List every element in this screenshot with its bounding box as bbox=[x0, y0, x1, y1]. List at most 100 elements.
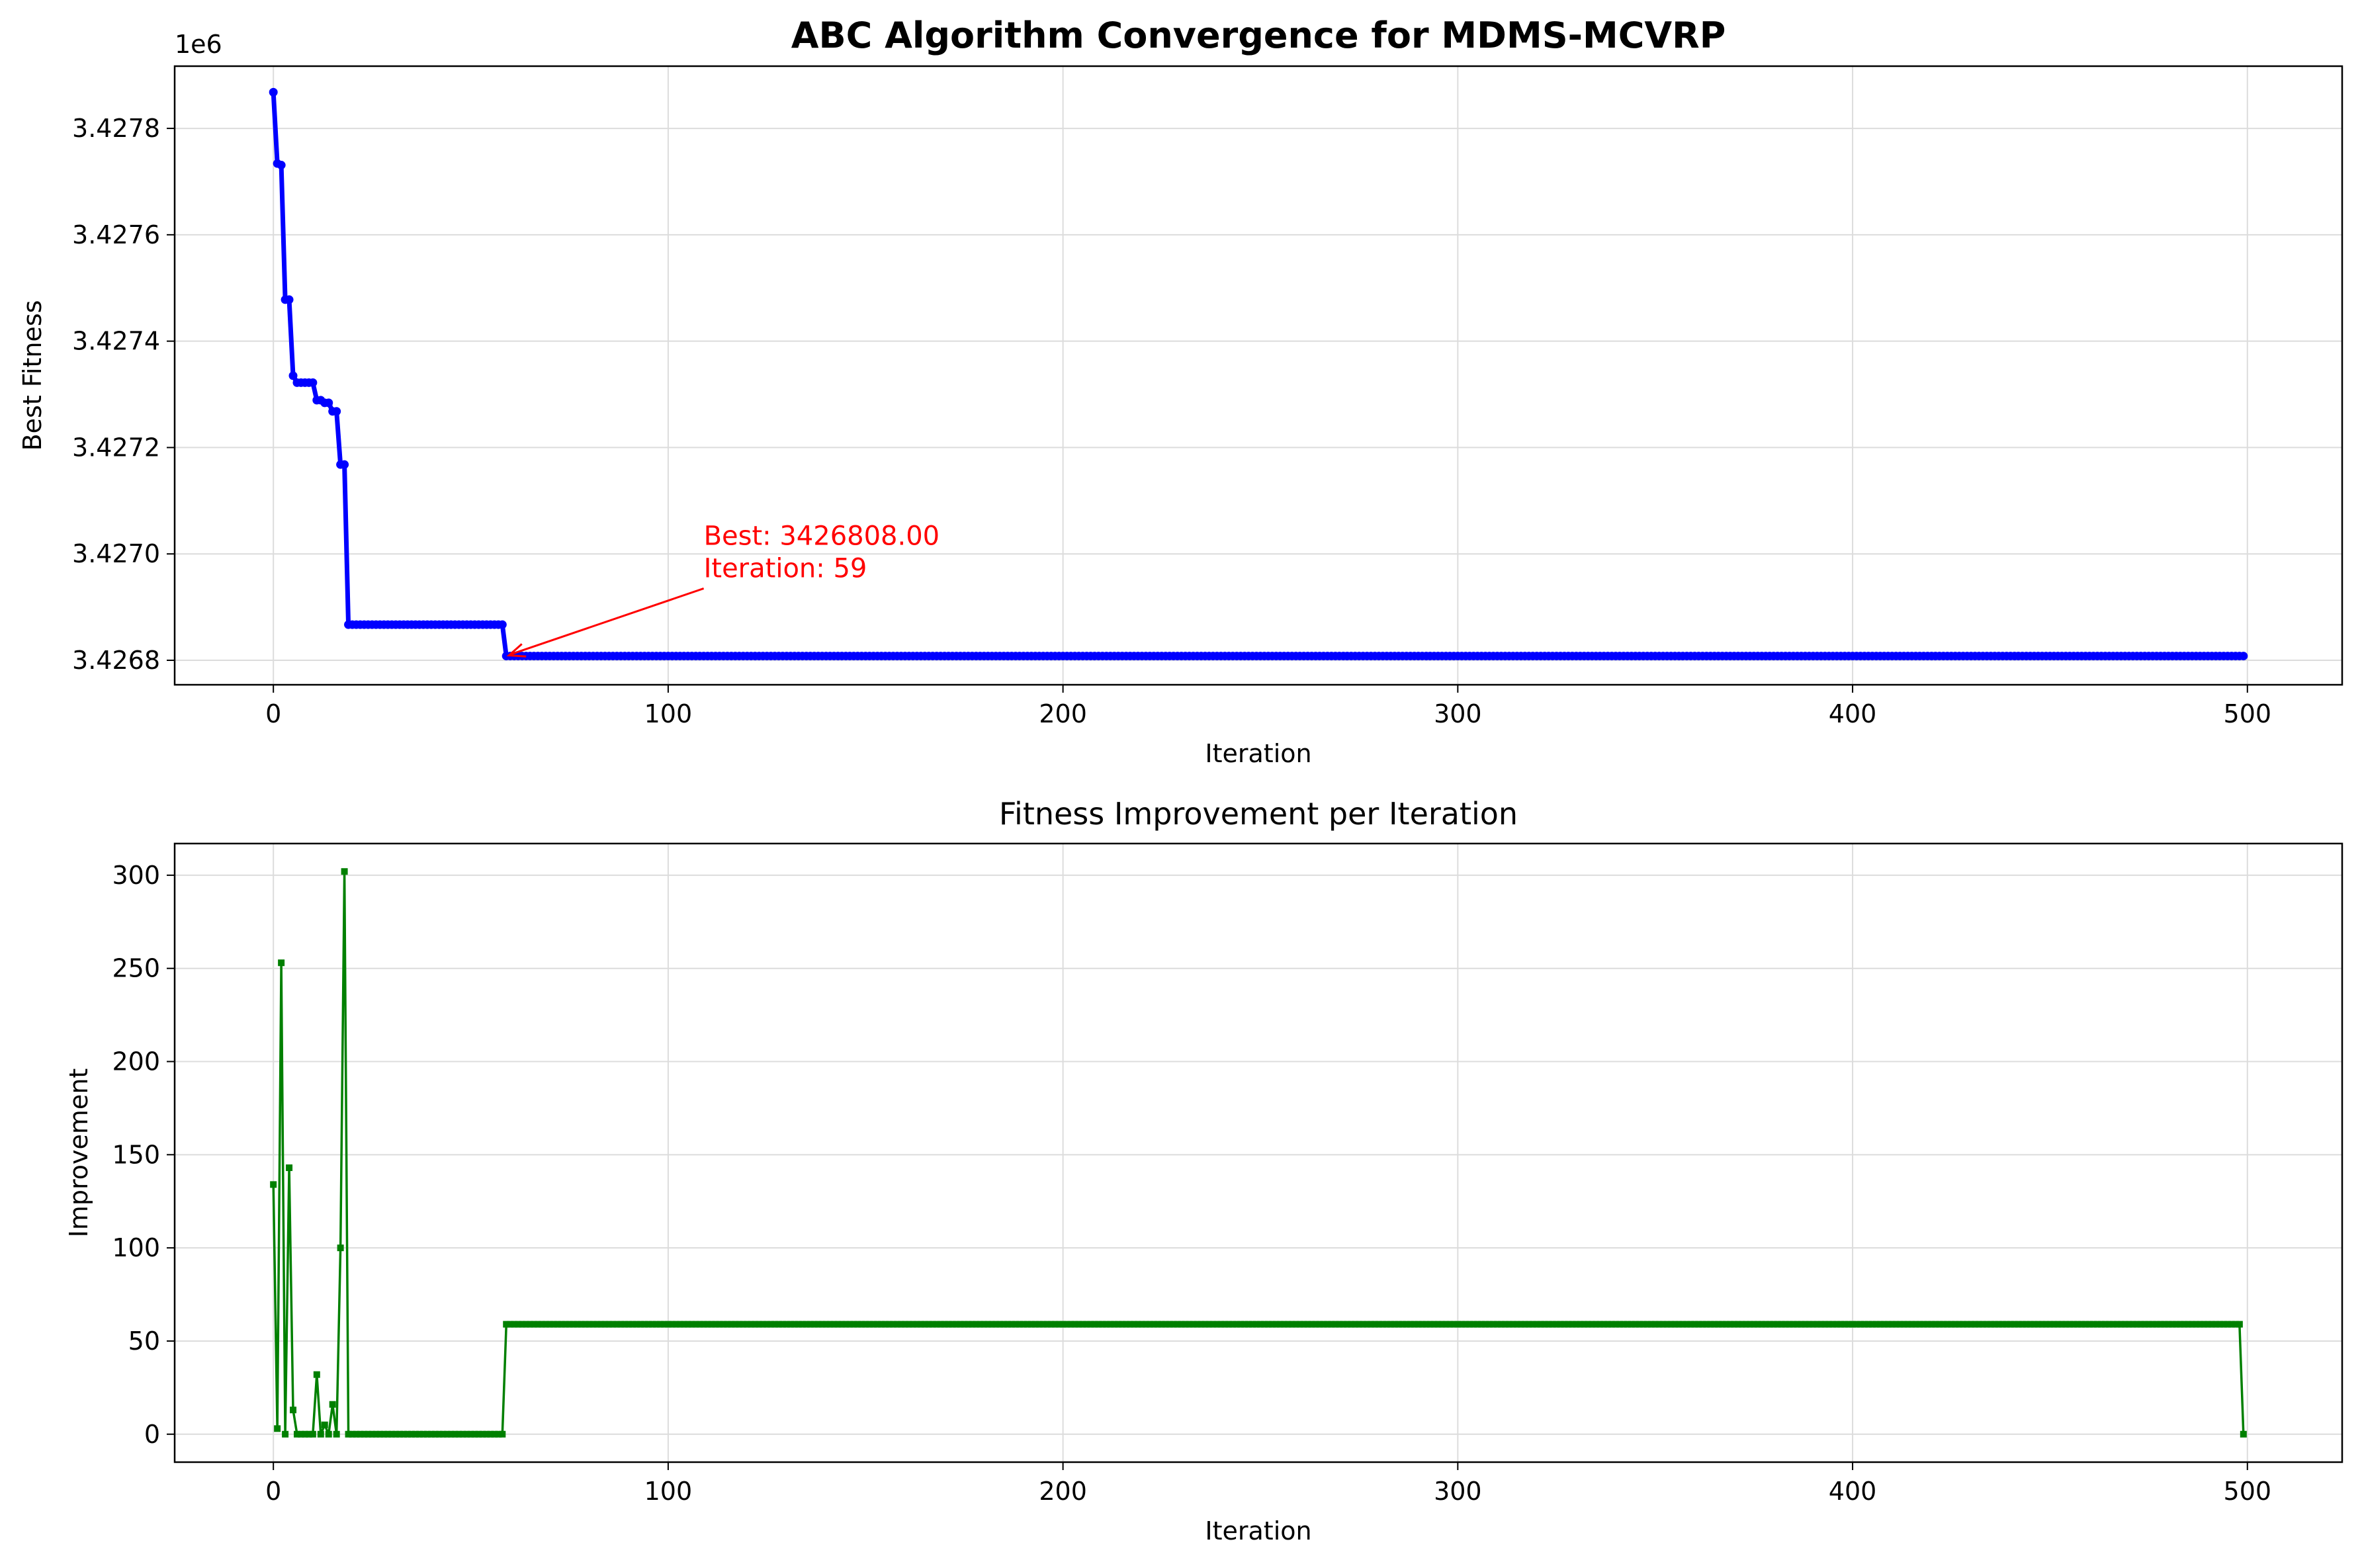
data-point bbox=[1253, 1321, 1260, 1328]
data-point bbox=[1671, 1321, 1679, 1328]
data-point bbox=[2046, 1321, 2054, 1328]
data-point bbox=[1166, 1321, 1173, 1328]
data-point bbox=[491, 1430, 498, 1438]
data-point bbox=[1845, 1321, 1853, 1328]
data-point bbox=[1655, 1321, 1663, 1328]
data-point bbox=[527, 1321, 534, 1328]
data-point bbox=[609, 1321, 617, 1328]
data-point bbox=[897, 1321, 904, 1328]
data-point bbox=[288, 371, 298, 380]
data-point bbox=[894, 1321, 900, 1328]
data-point bbox=[321, 1421, 328, 1428]
data-point bbox=[660, 1321, 668, 1328]
data-point bbox=[1569, 1321, 1576, 1328]
data-point bbox=[408, 1430, 416, 1438]
data-point bbox=[740, 1321, 747, 1328]
x-tick-label: 500 bbox=[2224, 699, 2272, 728]
data-point bbox=[645, 1321, 652, 1328]
data-point bbox=[1731, 1321, 1738, 1328]
data-point bbox=[1482, 1321, 1489, 1328]
data-point bbox=[1272, 1321, 1280, 1328]
data-point bbox=[2133, 1321, 2140, 1328]
data-point bbox=[826, 1321, 834, 1328]
data-point bbox=[1430, 1321, 1438, 1328]
data-point bbox=[2074, 1321, 2081, 1328]
data-point bbox=[515, 1321, 522, 1328]
data-point bbox=[1071, 1321, 1078, 1328]
data-point bbox=[1643, 1321, 1651, 1328]
data-point bbox=[2189, 1321, 2196, 1328]
annotation-text: Iteration: 59 bbox=[704, 553, 867, 584]
data-point bbox=[1260, 1321, 1268, 1328]
data-point bbox=[1841, 1321, 1849, 1328]
data-point bbox=[1659, 1321, 1667, 1328]
data-point bbox=[1162, 1321, 1169, 1328]
data-point bbox=[534, 1321, 541, 1328]
y-tick-label: 3.4272 bbox=[72, 433, 160, 462]
data-point bbox=[2239, 652, 2248, 661]
data-point bbox=[431, 1430, 439, 1438]
x-tick-label: 0 bbox=[265, 699, 281, 728]
convergence-title: ABC Algorithm Convergence for MDMS-MCVRP bbox=[791, 15, 1726, 56]
data-point bbox=[1411, 1321, 1418, 1328]
data-point bbox=[724, 1321, 731, 1328]
data-point bbox=[2125, 1321, 2132, 1328]
y-tick-label: 250 bbox=[112, 954, 160, 983]
data-point bbox=[1119, 1321, 1126, 1328]
data-point bbox=[1778, 1321, 1785, 1328]
data-point bbox=[921, 1321, 928, 1328]
data-point bbox=[1880, 1321, 1888, 1328]
data-point bbox=[866, 1321, 873, 1328]
data-point bbox=[1632, 1321, 1639, 1328]
data-point bbox=[2090, 1321, 2097, 1328]
data-point bbox=[945, 1321, 952, 1328]
data-point bbox=[933, 1321, 940, 1328]
data-point bbox=[854, 1321, 861, 1328]
data-point bbox=[752, 1321, 759, 1328]
data-point bbox=[1020, 1321, 1027, 1328]
data-point bbox=[748, 1321, 755, 1328]
data-point bbox=[1474, 1321, 1481, 1328]
data-point bbox=[2129, 1321, 2136, 1328]
data-point bbox=[1205, 1321, 1213, 1328]
data-point bbox=[511, 1321, 518, 1328]
data-point bbox=[463, 1430, 470, 1438]
x-tick-label: 100 bbox=[644, 699, 693, 728]
data-point bbox=[412, 1430, 419, 1438]
data-point bbox=[917, 1321, 924, 1328]
data-point bbox=[676, 1321, 683, 1328]
data-point bbox=[1438, 1321, 1446, 1328]
data-point bbox=[775, 1321, 782, 1328]
data-point bbox=[1494, 1321, 1501, 1328]
data-point bbox=[1904, 1321, 1911, 1328]
data-point bbox=[803, 1321, 810, 1328]
data-point bbox=[1028, 1321, 1035, 1328]
data-point bbox=[1908, 1321, 1915, 1328]
data-point bbox=[1857, 1321, 1864, 1328]
data-point bbox=[1490, 1321, 1497, 1328]
data-point bbox=[1387, 1321, 1394, 1328]
data-point bbox=[886, 1321, 893, 1328]
data-point bbox=[1067, 1321, 1074, 1328]
data-point bbox=[554, 1321, 561, 1328]
data-point bbox=[937, 1321, 944, 1328]
data-point bbox=[744, 1321, 751, 1328]
data-point bbox=[1727, 1321, 1734, 1328]
data-point bbox=[1312, 1321, 1319, 1328]
data-point bbox=[1138, 1321, 1145, 1328]
data-point bbox=[1249, 1321, 1256, 1328]
data-point bbox=[1513, 1321, 1520, 1328]
data-point bbox=[1573, 1321, 1580, 1328]
annotation-text: Best: 3426808.00 bbox=[704, 521, 940, 551]
data-point bbox=[1790, 1321, 1797, 1328]
data-point bbox=[324, 398, 333, 408]
data-point bbox=[2224, 1321, 2231, 1328]
data-point bbox=[810, 1321, 818, 1328]
data-point bbox=[874, 1321, 881, 1328]
data-point bbox=[1529, 1321, 1536, 1328]
data-point bbox=[1624, 1321, 1631, 1328]
data-point bbox=[1533, 1321, 1540, 1328]
data-point bbox=[459, 1430, 466, 1438]
data-point bbox=[838, 1321, 846, 1328]
